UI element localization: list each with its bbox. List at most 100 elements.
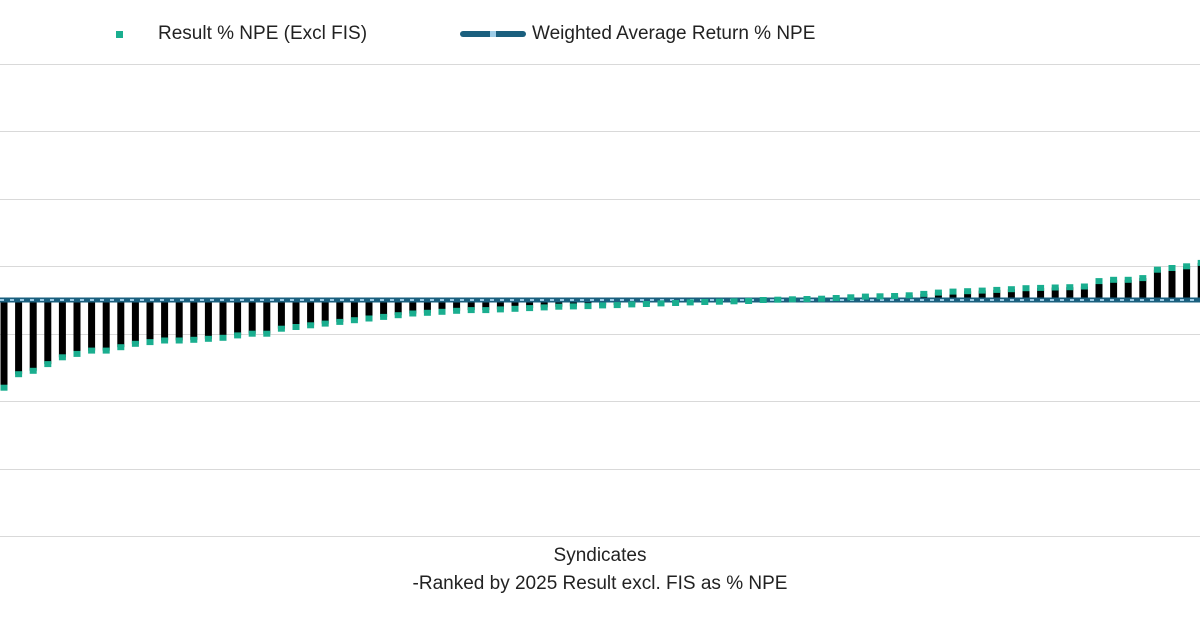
data-marker <box>453 307 461 314</box>
data-marker <box>978 287 986 294</box>
data-marker <box>88 347 96 354</box>
data-marker <box>964 288 972 295</box>
data-marker <box>1168 265 1176 271</box>
data-bar <box>204 300 212 339</box>
data-bar <box>336 300 344 322</box>
data-marker <box>672 300 680 306</box>
marker-series <box>0 259 1200 391</box>
data-bar <box>58 300 66 358</box>
data-bar <box>555 300 563 307</box>
data-bar <box>117 300 125 348</box>
data-bar <box>29 300 37 371</box>
data-marker <box>905 292 913 299</box>
data-bar <box>964 291 972 300</box>
data-marker <box>569 303 577 310</box>
data-bar <box>380 300 388 317</box>
data-marker <box>234 332 242 339</box>
data-marker <box>161 337 169 344</box>
data-bar <box>277 300 285 329</box>
data-marker <box>1022 285 1030 292</box>
data-marker <box>73 350 81 357</box>
data-marker <box>657 300 665 307</box>
data-bar <box>44 300 52 365</box>
data-bar <box>15 300 23 375</box>
data-marker <box>934 289 942 296</box>
data-marker <box>131 340 139 347</box>
data-marker <box>745 298 753 304</box>
data-marker <box>0 384 8 391</box>
data-marker <box>394 312 402 319</box>
data-bar <box>526 300 534 309</box>
data-marker <box>584 303 592 310</box>
data-bar <box>569 300 577 307</box>
data-marker <box>599 302 607 309</box>
bar-series <box>0 262 1200 388</box>
data-marker <box>204 335 212 342</box>
data-marker <box>1139 275 1147 282</box>
data-marker <box>1124 276 1132 283</box>
data-bar <box>1110 279 1118 300</box>
data-marker <box>15 371 23 378</box>
data-marker <box>292 324 300 330</box>
data-marker <box>715 298 723 305</box>
data-bar <box>1095 281 1103 300</box>
data-bar <box>1139 278 1147 300</box>
legend-item-average: Weighted Average Return % NPE <box>460 20 815 48</box>
data-marker <box>409 310 417 317</box>
data-marker <box>730 298 738 305</box>
legend-label-result: Result % NPE (Excl FIS) <box>158 23 368 44</box>
legend: Result % NPE (Excl FIS) Weighted Average… <box>0 20 1200 48</box>
data-bar <box>88 300 96 351</box>
data-marker <box>803 296 811 302</box>
data-marker <box>540 304 548 311</box>
data-marker <box>482 307 490 314</box>
data-bar <box>1197 262 1200 300</box>
data-bar <box>1066 287 1074 300</box>
data-marker <box>788 296 796 303</box>
data-marker <box>1037 284 1045 291</box>
data-bar <box>131 300 139 344</box>
data-marker <box>1110 276 1118 283</box>
data-marker <box>248 330 256 337</box>
data-marker <box>1153 266 1161 273</box>
data-marker <box>219 334 227 341</box>
data-marker <box>467 307 475 314</box>
data-marker <box>832 295 840 301</box>
data-bar <box>511 300 519 309</box>
data-marker <box>365 315 373 322</box>
data-bar <box>292 300 300 327</box>
data-marker <box>117 344 125 351</box>
data-bar <box>482 300 490 311</box>
data-marker <box>29 367 37 374</box>
data-marker <box>1066 284 1074 291</box>
data-marker <box>44 361 52 368</box>
data-marker <box>423 309 431 316</box>
data-marker <box>336 318 344 325</box>
data-marker <box>920 290 928 297</box>
data-marker <box>1007 286 1015 293</box>
data-marker <box>1095 278 1103 285</box>
data-bar <box>307 300 315 326</box>
data-marker <box>876 293 884 300</box>
data-bar <box>0 300 8 388</box>
x-axis-subtitle: -Ranked by 2025 Result excl. FIS as % NP… <box>412 573 788 594</box>
data-bar <box>1051 287 1059 300</box>
data-bar <box>496 300 504 310</box>
data-marker <box>496 306 504 313</box>
data-marker <box>1051 284 1059 291</box>
data-bar <box>423 300 431 313</box>
data-bar <box>540 300 548 308</box>
data-marker <box>511 305 519 312</box>
gridlines <box>0 64 1200 537</box>
data-marker <box>526 305 534 312</box>
data-bar <box>219 300 227 338</box>
data-bar <box>1022 288 1030 300</box>
data-marker <box>1183 263 1191 270</box>
data-marker <box>1080 283 1088 290</box>
data-marker <box>949 288 957 295</box>
data-marker <box>613 302 621 309</box>
data-marker <box>350 317 358 324</box>
data-bar <box>321 300 329 324</box>
data-bar <box>234 300 242 336</box>
